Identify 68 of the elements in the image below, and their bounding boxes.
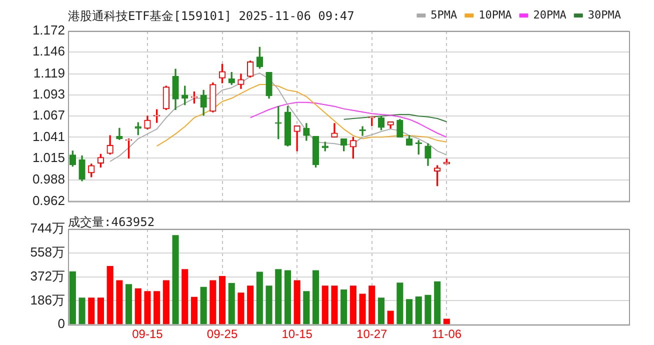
bar — [396, 282, 404, 324]
bar — [350, 286, 356, 324]
y-tick-label: 1.015 — [32, 150, 65, 165]
bar — [97, 298, 104, 324]
bar — [406, 299, 413, 324]
bar — [228, 282, 235, 324]
bar — [78, 298, 86, 324]
bar — [256, 272, 263, 324]
x-tick-label: 09-15 — [132, 327, 164, 342]
y-tick-label: 186万 — [30, 292, 65, 308]
bar — [247, 286, 254, 324]
y-tick-label: 0 — [58, 316, 65, 332]
bar — [210, 280, 216, 324]
chart-title: 成交量:463952 — [68, 214, 155, 231]
x-tick-label: 10-27 — [356, 327, 388, 342]
legend-label: 5PMA — [430, 8, 458, 22]
bar — [424, 294, 432, 324]
y-tick-label: 744万 — [30, 220, 65, 236]
bar — [116, 280, 123, 324]
candlestick — [116, 128, 123, 140]
y-tick-label: 0.962 — [32, 192, 65, 208]
bar — [312, 270, 320, 324]
x-tick-label: 09-25 — [206, 327, 238, 342]
y-tick-label: 372万 — [30, 268, 65, 284]
bar — [434, 281, 441, 324]
legend-label: 10PMA — [478, 8, 512, 22]
bar — [162, 280, 170, 324]
bar — [415, 296, 422, 324]
bar — [134, 288, 142, 324]
bar — [368, 286, 376, 324]
bar — [303, 291, 310, 324]
bar — [190, 296, 198, 324]
y-tick-label: 1.119 — [33, 66, 65, 81]
bar — [106, 266, 114, 324]
y-tick-label: 1.172 — [32, 22, 65, 38]
bar — [182, 269, 188, 324]
bar — [275, 269, 282, 324]
bar — [331, 286, 338, 324]
bar — [200, 286, 207, 324]
bar — [266, 286, 272, 324]
bar — [172, 235, 179, 324]
bar — [359, 294, 366, 324]
x-tick-label: 11-06 — [432, 327, 462, 342]
bar — [126, 284, 132, 324]
bar — [322, 286, 328, 324]
legend-label: 20PMA — [533, 8, 567, 22]
bar — [340, 290, 348, 324]
y-tick-label: 558万 — [30, 244, 65, 260]
bar — [154, 291, 160, 324]
bar — [387, 310, 394, 324]
y-tick-label: 1.041 — [32, 128, 65, 144]
legend-label: 30PMA — [588, 8, 622, 22]
bar — [284, 270, 291, 324]
bar — [88, 298, 95, 324]
bar — [69, 271, 76, 324]
candlestick — [294, 125, 300, 152]
bar — [144, 291, 151, 324]
y-tick-label: 1.146 — [32, 44, 65, 59]
bar — [238, 292, 244, 324]
bar — [219, 276, 226, 324]
y-tick-label: 1.067 — [32, 108, 65, 123]
bar — [378, 298, 384, 324]
chart-title: 港股通科技ETF基金[159101] 2025-11-06 09:47 — [68, 8, 354, 25]
y-tick-label: 1.093 — [32, 86, 65, 102]
y-tick-label: 0.988 — [32, 172, 65, 187]
bar — [443, 318, 450, 324]
x-tick-label: 10-15 — [282, 327, 313, 342]
bar — [294, 280, 300, 324]
